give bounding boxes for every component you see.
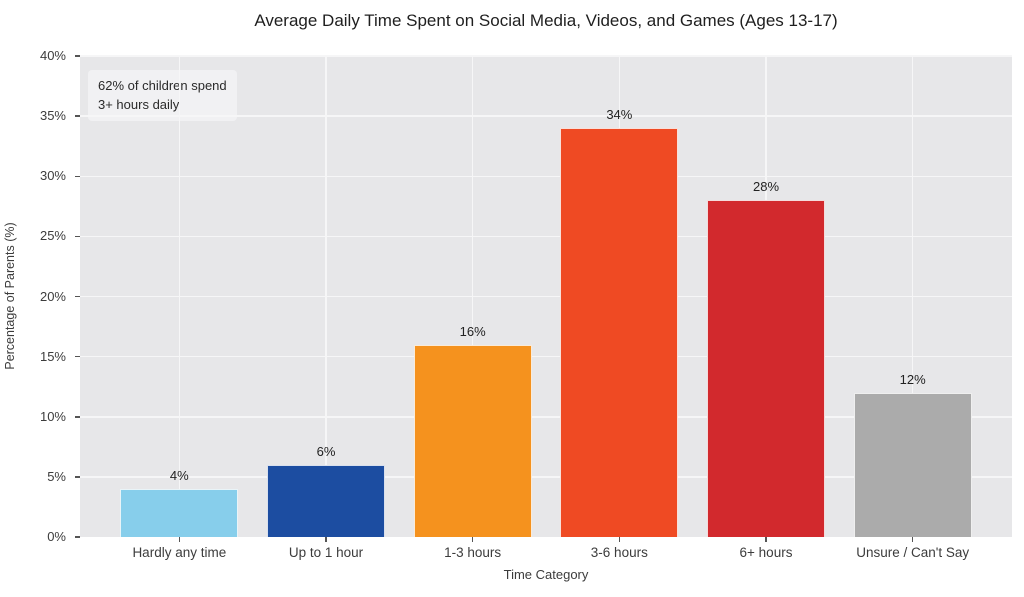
bar-1-3-hours: [413, 344, 532, 537]
y-tick-mark: [75, 416, 80, 418]
horizontal-gridline: [80, 175, 1012, 177]
x-tick-label: Unsure / Can't Say: [856, 545, 970, 560]
x-tick-mark: [618, 537, 621, 542]
annotation-box: 62% of children spend 3+ hours daily: [88, 70, 237, 121]
x-tick-mark: [471, 537, 474, 542]
horizontal-gridline: [80, 295, 1012, 298]
bar-3-6-hours: [560, 128, 679, 537]
x-tick-label: 3-6 hours: [590, 545, 648, 560]
bar-value-label: 16%: [459, 323, 486, 339]
horizontal-gridline: [80, 115, 1012, 117]
y-tick-mark: [75, 235, 80, 238]
y-tick-mark: [75, 536, 80, 538]
x-tick-mark: [765, 537, 767, 542]
y-axis: 0% 5% 10% 15% 20% 25% 30% 35% 40%: [0, 0, 80, 597]
y-tick-mark: [75, 295, 80, 298]
x-tick-mark: [911, 537, 914, 542]
horizontal-gridline: [80, 476, 1012, 478]
y-tick-mark: [75, 355, 80, 358]
bar-up-to-1-hour: [267, 464, 385, 537]
x-tick-label: 6+ hours: [739, 545, 793, 560]
x-tick-label: Hardly any time: [132, 545, 227, 560]
bar-unsure-can-t-say: [853, 392, 972, 537]
y-tick-mark: [75, 115, 80, 117]
x-tick-label: Up to 1 hour: [288, 545, 364, 560]
y-tick-mark: [75, 476, 80, 478]
x-tick-mark: [325, 537, 327, 542]
y-tick-label: 40%: [39, 48, 66, 63]
y-tick-label: 5%: [47, 468, 66, 484]
y-tick-label: 0%: [47, 529, 66, 544]
y-tick-mark: [75, 175, 80, 177]
x-axis: Hardly any time Up to 1 hour 1-3 hours 3-6 …: [80, 537, 1012, 567]
y-tick-label: 15%: [39, 348, 66, 364]
y-tick-label: 10%: [39, 408, 66, 424]
y-tick-mark: [75, 55, 80, 57]
horizontal-gridline: [80, 55, 1012, 57]
horizontal-gridline: [80, 235, 1012, 238]
bar-value-label: 12%: [899, 371, 926, 387]
y-tick-label: 35%: [39, 108, 66, 124]
y-tick-label: 20%: [39, 288, 66, 304]
annotation-line-1: 62% of children spend: [98, 78, 227, 93]
bar-hardly-any-time: [120, 488, 239, 537]
horizontal-gridline: [80, 355, 1012, 358]
y-tick-label: 25%: [39, 228, 66, 244]
x-axis-title: Time Category: [503, 567, 589, 582]
annotation-line-2: 3+ hours daily: [98, 97, 180, 112]
bar-value-label: 34%: [606, 107, 633, 123]
bar-value-label: 28%: [752, 179, 780, 195]
bar-value-label: 6%: [316, 443, 336, 459]
bar-value-label: 4%: [169, 467, 189, 483]
x-tick-label: 1-3 hours: [444, 545, 502, 560]
x-tick-mark: [178, 537, 181, 542]
y-tick-label: 30%: [39, 168, 66, 184]
bar-6-hours: [707, 200, 825, 537]
horizontal-gridline: [80, 416, 1012, 418]
chart-title: Average Daily Time Spent on Social Media…: [254, 11, 838, 30]
plot-area: 62% of children spend 3+ hours daily 4% 6…: [80, 55, 1012, 537]
